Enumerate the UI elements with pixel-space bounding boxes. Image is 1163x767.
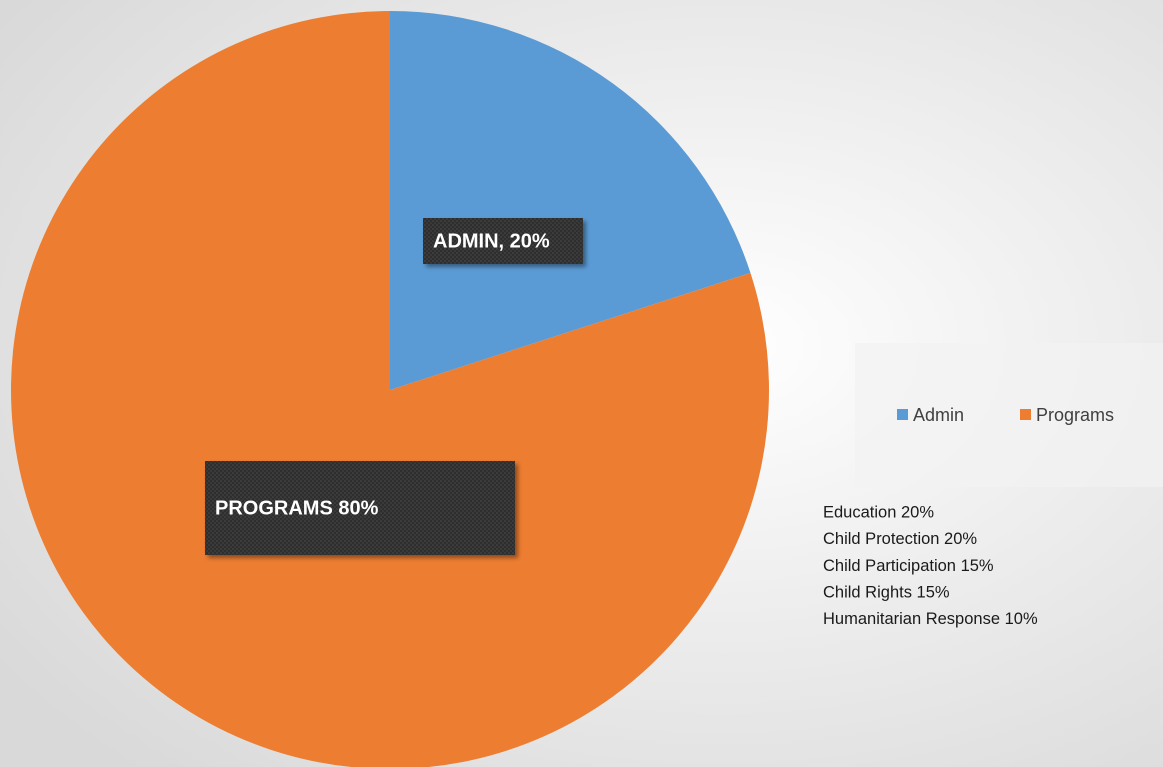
pie	[11, 11, 769, 767]
annotation: Child Participation 15%	[823, 557, 994, 575]
annotations: Education 20% Child Protection 20% Child P…	[823, 503, 1038, 628]
data-label: ADMIN, 20%	[433, 230, 550, 252]
legend-label: Programs	[1036, 405, 1114, 425]
annotation: Education 20%	[823, 503, 934, 521]
legend: Admin Programs	[855, 343, 1163, 487]
pie-slice	[390, 11, 751, 390]
data-label: PROGRAMS 80%	[215, 497, 379, 519]
data-label-box	[423, 218, 583, 264]
annotation: Child Protection 20%	[823, 530, 977, 548]
legend-label: Admin	[913, 405, 964, 425]
annotation: Humanitarian Response 10%	[823, 610, 1038, 628]
data-labels: ADMIN, 20% PROGRAMS 80%	[205, 218, 583, 555]
legend-swatch	[1020, 409, 1031, 420]
pie-slice	[11, 11, 769, 767]
legend-swatch	[897, 409, 908, 420]
data-label-box	[205, 461, 515, 555]
annotation: Child Rights 15%	[823, 583, 950, 601]
